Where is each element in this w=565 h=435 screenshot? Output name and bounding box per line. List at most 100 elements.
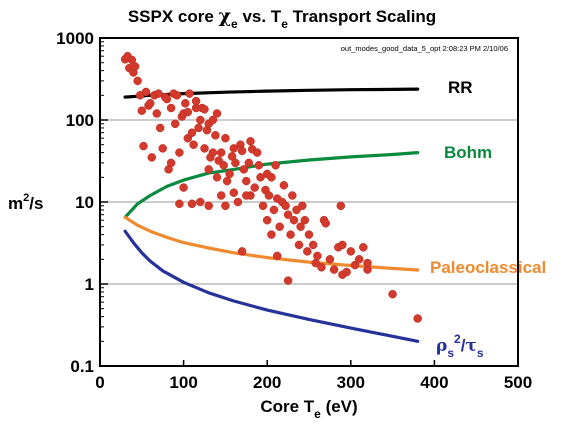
data-point (204, 165, 213, 174)
data-point (137, 106, 147, 115)
y-tick-label: 1 (85, 275, 94, 294)
data-point (283, 276, 293, 285)
data-point (162, 94, 172, 104)
data-point (286, 230, 295, 239)
data-point (336, 201, 346, 211)
series-label-bohm: Bohm (444, 143, 492, 162)
ylabel-main: m (8, 194, 23, 213)
data-point (242, 191, 251, 200)
data-point (200, 144, 209, 153)
data-point (133, 76, 142, 86)
data-point (175, 148, 184, 157)
data-point (154, 89, 163, 98)
data-point (321, 219, 330, 228)
data-point (304, 230, 314, 239)
data-point (196, 197, 205, 207)
data-point (359, 243, 368, 252)
data-point (281, 201, 290, 211)
data-point (354, 255, 364, 264)
data-point (325, 255, 335, 264)
title-chi: χ (219, 5, 232, 27)
x-tick-label: 0 (95, 373, 104, 392)
rho-sub: s (447, 346, 454, 360)
y-axis-label: m2/s (8, 192, 43, 213)
data-point (275, 222, 284, 231)
tau-sub: s (477, 346, 484, 360)
xlabel-unit: (eV) (321, 397, 358, 416)
series-lines (123, 87, 420, 343)
data-point (258, 201, 268, 211)
data-point (179, 183, 188, 192)
ylabel-rest: /s (29, 194, 43, 213)
data-point (200, 105, 209, 114)
x-tick-label: 100 (169, 373, 197, 392)
xlabel-sub: e (314, 407, 321, 421)
x-tick-label: 300 (337, 373, 365, 392)
data-point (194, 123, 203, 133)
data-point (196, 115, 205, 125)
data-point (166, 103, 176, 113)
data-point (317, 263, 326, 272)
data-point (139, 141, 148, 151)
data-point (155, 123, 165, 133)
data-point (279, 181, 289, 190)
y-tick-label: 1000 (56, 29, 94, 48)
data-point (363, 258, 372, 268)
data-point (183, 107, 193, 117)
rho-slash: / (461, 336, 466, 355)
title-middle: vs. T (238, 7, 282, 26)
data-point (298, 201, 307, 211)
data-point (221, 201, 230, 211)
data-point (208, 148, 218, 157)
data-point (246, 137, 255, 146)
data-point (225, 169, 234, 179)
title-suffix: Transport Scaling (288, 7, 436, 26)
data-point (229, 188, 239, 197)
data-point (166, 158, 176, 168)
data-point (175, 199, 184, 209)
data-point (170, 119, 180, 129)
data-point (300, 215, 310, 225)
x-tick-label: 400 (420, 373, 448, 392)
data-point (239, 165, 249, 174)
data-point (269, 205, 279, 215)
ylabel-sup: 2 (23, 192, 29, 204)
data-point (413, 314, 422, 323)
series-label-paleoclassical: Paleoclassical (430, 258, 546, 277)
series-line-3 (123, 229, 420, 343)
x-axis-label: Core Te (eV) (260, 397, 357, 421)
data-point (262, 169, 272, 179)
chart-title: SSPX core χe vs. Te Transport Scaling (128, 5, 436, 31)
data-point (233, 197, 243, 207)
y-ticks: 0.1 1 10 100 1000 (56, 29, 108, 376)
data-point (172, 91, 182, 100)
data-point (229, 144, 239, 153)
data-point (185, 89, 194, 98)
data-point (208, 115, 218, 125)
data-point (145, 99, 155, 108)
y-tick-label: 100 (66, 111, 94, 130)
data-point (254, 161, 264, 170)
data-point (216, 191, 226, 200)
data-point (267, 230, 276, 239)
data-point (212, 173, 222, 182)
data-point (219, 161, 228, 170)
data-point (237, 146, 247, 156)
xlabel-main: Core T (260, 397, 314, 416)
series-label-rr: RR (448, 78, 473, 97)
data-point (288, 191, 297, 200)
data-point (187, 128, 197, 137)
data-point (152, 109, 162, 118)
x-tick-label: 200 (253, 373, 281, 392)
data-point (303, 247, 312, 256)
y-tick-label: 10 (75, 193, 94, 212)
series-line-2 (123, 215, 420, 272)
data-point (211, 131, 220, 140)
data-point (296, 222, 305, 231)
data-point (256, 173, 265, 182)
data-point (252, 148, 262, 157)
gridlines (100, 119, 518, 285)
data-point (271, 161, 280, 170)
data-point (141, 87, 151, 97)
data-point (187, 199, 197, 209)
